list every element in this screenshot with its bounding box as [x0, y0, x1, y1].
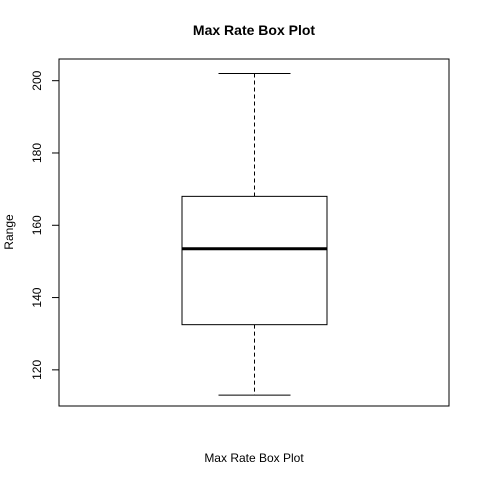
interquartile-box [181, 195, 328, 326]
y-tick-label: 140 [30, 287, 44, 307]
box-plot [181, 72, 328, 396]
y-axis: 120 140 160 180 200 [30, 70, 60, 380]
y-tick-label: 200 [30, 70, 44, 90]
y-tick-label: 180 [30, 143, 44, 163]
y-tick-label: 160 [30, 215, 44, 235]
chart-title: Max Rate Box Plot [193, 22, 315, 38]
y-axis-label: Range [2, 214, 16, 250]
x-axis-label: Max Rate Box Plot [204, 451, 304, 465]
y-tick-label: 120 [30, 360, 44, 380]
